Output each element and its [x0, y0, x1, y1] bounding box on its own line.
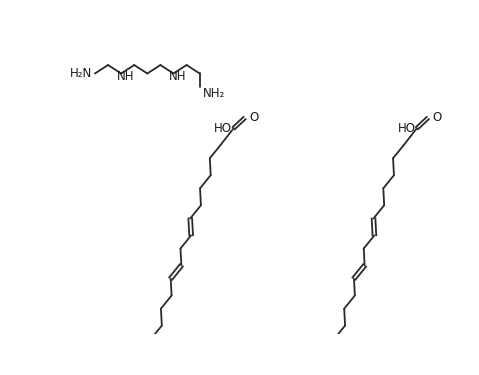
Text: HO: HO: [398, 122, 415, 135]
Text: O: O: [249, 111, 258, 124]
Text: O: O: [433, 111, 442, 124]
Text: NH₂: NH₂: [203, 87, 225, 100]
Text: NH: NH: [117, 70, 135, 83]
Text: H₂N: H₂N: [70, 67, 92, 80]
Text: NH: NH: [170, 70, 187, 83]
Text: HO: HO: [214, 122, 232, 135]
